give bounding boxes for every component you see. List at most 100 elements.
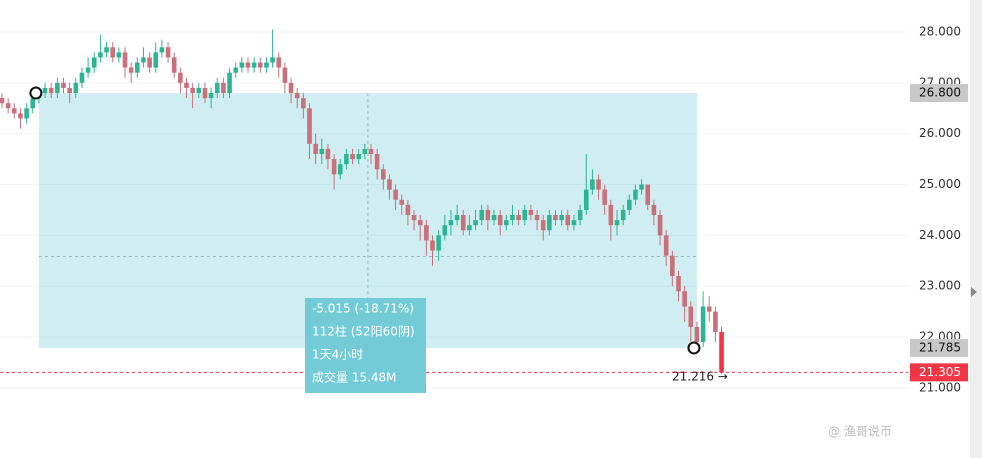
y-tick-label: 21.000 xyxy=(919,380,961,394)
candle-body xyxy=(651,204,657,216)
candle-body xyxy=(227,72,232,94)
candle-body xyxy=(91,57,97,68)
candle-body xyxy=(258,62,263,68)
candle-body xyxy=(479,209,484,221)
y-tick-label: 23.000 xyxy=(919,279,961,293)
candle-body xyxy=(251,62,257,68)
y-tick-label: 25.000 xyxy=(919,177,961,191)
candle-body xyxy=(30,98,36,109)
candle-body xyxy=(534,215,540,221)
candle-body xyxy=(331,159,337,175)
candle-body xyxy=(362,148,368,155)
candle-body xyxy=(239,62,245,68)
candle-body xyxy=(214,82,220,94)
cursor-label: 21.216 → xyxy=(672,370,728,384)
candle-body xyxy=(233,67,238,73)
candle-body xyxy=(448,220,454,226)
candle-body xyxy=(516,215,521,221)
measure-price-label: 26.800 xyxy=(919,86,961,100)
candle-body xyxy=(221,82,226,94)
candle-body xyxy=(417,220,423,226)
candle-body xyxy=(528,209,534,216)
candle-body xyxy=(276,57,282,68)
candle-body xyxy=(663,235,669,256)
candle-body xyxy=(264,62,269,68)
measure-price-tag xyxy=(910,84,968,103)
candle-body xyxy=(12,108,17,114)
candle-body xyxy=(485,209,491,221)
candle-body xyxy=(356,154,361,160)
candle-body xyxy=(55,82,60,94)
candle-body xyxy=(73,82,79,94)
y-tick-label: 28.000 xyxy=(919,25,961,39)
candle-body xyxy=(553,215,558,221)
candle-body xyxy=(571,220,577,226)
candle-body xyxy=(700,306,706,343)
candle-body xyxy=(590,179,595,190)
candle-body xyxy=(116,52,122,58)
candle-body xyxy=(282,67,288,83)
candle-body xyxy=(104,47,109,53)
candle-body xyxy=(85,67,91,73)
scroll-arrow[interactable] xyxy=(971,287,977,297)
candle-body xyxy=(171,57,177,73)
measure-info-line: 1天4小时 xyxy=(312,348,363,362)
watermark: @ 渔哥说币 xyxy=(828,424,892,439)
candle-body xyxy=(307,108,312,144)
candle-body xyxy=(79,72,85,83)
candle-body xyxy=(178,72,183,83)
candle-body xyxy=(128,67,134,73)
candle-body xyxy=(657,215,663,236)
candle-body xyxy=(614,220,620,226)
candle-body xyxy=(61,82,66,88)
candle-body xyxy=(676,276,681,292)
candle-body xyxy=(18,113,23,119)
candle-body xyxy=(350,154,355,160)
candle-body xyxy=(245,62,251,68)
candle-body xyxy=(5,103,11,109)
candle-body xyxy=(460,215,466,231)
measure-point xyxy=(29,86,43,100)
scrollbar xyxy=(970,0,982,458)
candle-body xyxy=(522,209,528,221)
candle-body xyxy=(135,62,140,73)
candle-body xyxy=(67,87,72,94)
candle-body xyxy=(442,225,448,236)
candle-body xyxy=(583,189,589,210)
candle-body xyxy=(42,87,48,94)
candle-body xyxy=(159,47,165,53)
candle-body xyxy=(467,225,472,231)
candle-body xyxy=(122,52,128,68)
candle-body xyxy=(196,87,202,94)
candle-body xyxy=(374,154,380,170)
last-price-label: 21.305 xyxy=(919,365,961,379)
candle-body xyxy=(147,57,152,68)
candle-body xyxy=(430,240,435,251)
candle-body xyxy=(713,311,718,332)
candle-body xyxy=(301,98,306,109)
last-price-tag xyxy=(910,363,968,382)
candle-body xyxy=(368,148,374,155)
candle-body xyxy=(719,331,724,373)
candle-body xyxy=(620,209,626,221)
measure-info-line: 112柱 (52阳60阴) xyxy=(312,324,415,339)
candle-body xyxy=(190,87,195,94)
candle-body xyxy=(165,47,171,58)
candle-body xyxy=(0,98,5,104)
candle-body xyxy=(288,82,294,94)
candle-body xyxy=(98,52,103,58)
y-tick-label: 24.000 xyxy=(919,228,961,242)
candle-body xyxy=(627,199,632,210)
candle-body xyxy=(184,82,189,88)
candle-body xyxy=(208,93,214,99)
candle-body xyxy=(381,169,386,180)
candle-body xyxy=(153,52,159,68)
candle-body xyxy=(411,215,417,221)
candle-body xyxy=(393,189,398,200)
y-tick-label: 26.000 xyxy=(919,126,961,140)
candle-body xyxy=(319,148,325,155)
candle-body xyxy=(608,204,614,226)
candle-body xyxy=(688,306,694,327)
measure-info-line: -5.015 (-18.71%) xyxy=(312,302,414,316)
candle-body xyxy=(706,306,712,312)
